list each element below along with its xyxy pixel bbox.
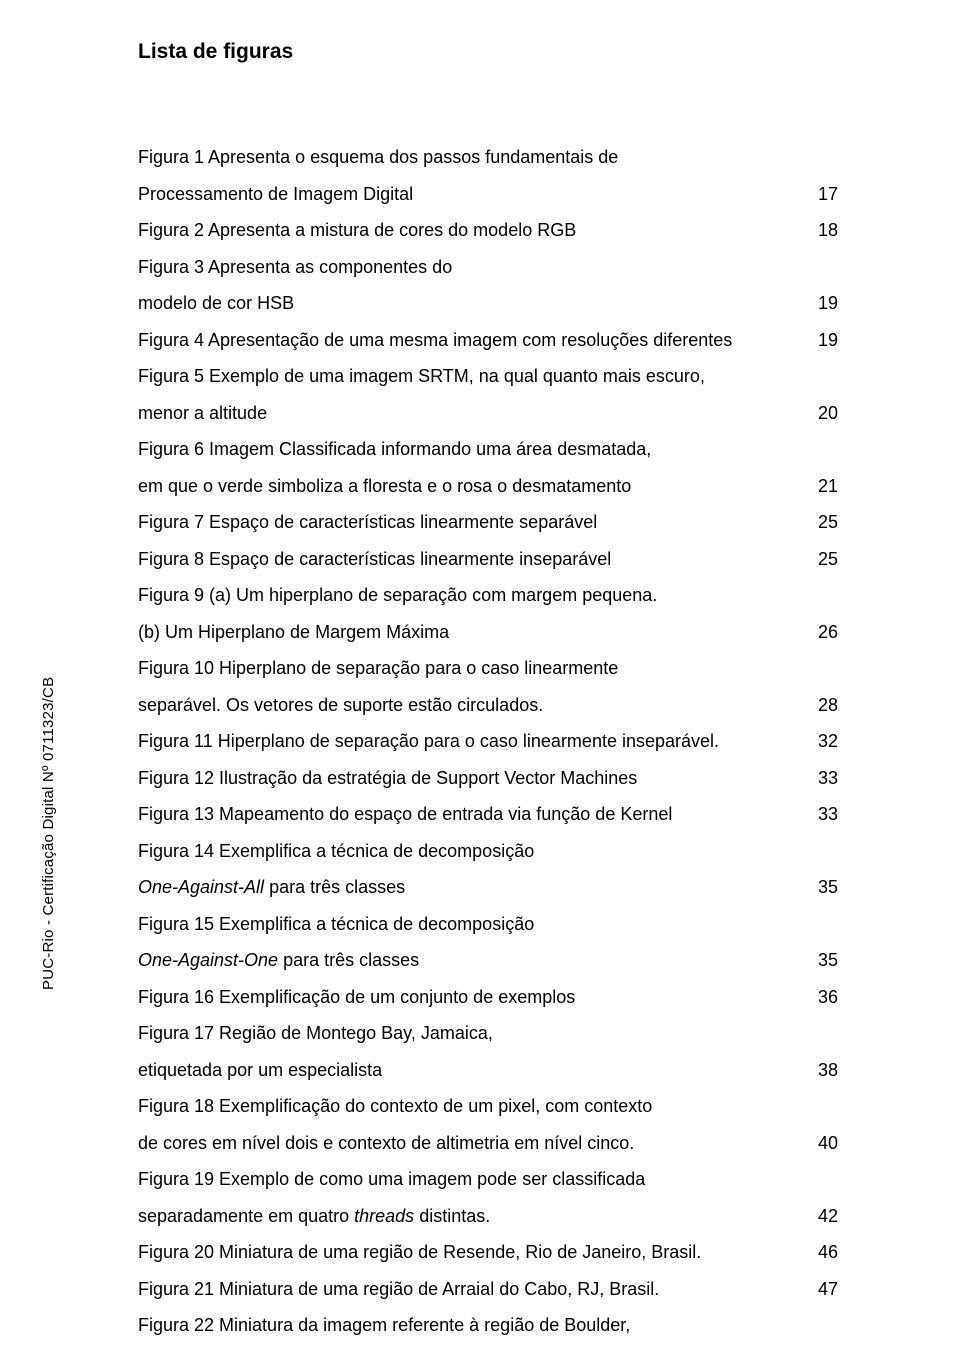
list-item: Figura 9 (a) Um hiperplano de separação … [138, 586, 838, 604]
label-suffix: para três classes [264, 877, 405, 897]
figure-label: Figura 22 Miniatura da imagem referente … [138, 1316, 838, 1334]
figure-label: One-Against-One para três classes [138, 951, 808, 969]
page-number: 47 [808, 1280, 838, 1298]
page: PUC-Rio - Certificação Digital Nº 071132… [0, 0, 960, 1333]
page-number: 21 [808, 477, 838, 495]
list-item: Figura 16 Exemplificação de um conjunto … [138, 988, 838, 1006]
page-number: 19 [808, 294, 838, 312]
figure-label: Figura 15 Exemplifica a técnica de decom… [138, 915, 838, 933]
page-number: 28 [808, 696, 838, 714]
list-item: Figura 18 Exemplificação do contexto de … [138, 1097, 838, 1115]
list-item: etiquetada por um especialista38 [138, 1061, 838, 1079]
list-item: Figura 6 Imagem Classificada informando … [138, 440, 838, 458]
label-suffix: para três classes [278, 950, 419, 970]
page-number: 25 [808, 550, 838, 568]
figure-label: Processamento de Imagem Digital [138, 185, 808, 203]
list-item: Figura 14 Exemplifica a técnica de decom… [138, 842, 838, 860]
list-item: Figura 7 Espaço de características linea… [138, 513, 838, 531]
list-item: menor a altitude20 [138, 404, 838, 422]
figure-label: Figura 2 Apresenta a mistura de cores do… [138, 221, 808, 239]
figure-label: etiquetada por um especialista [138, 1061, 808, 1079]
figure-label: Figura 3 Apresenta as componentes do [138, 258, 838, 276]
list-item: One-Against-All para três classes35 [138, 878, 838, 896]
page-number: 42 [808, 1207, 838, 1225]
page-number: 18 [808, 221, 838, 239]
list-item: One-Against-One para três classes35 [138, 951, 838, 969]
figure-label: Figura 12 Ilustração da estratégia de Su… [138, 769, 808, 787]
figure-label: Figura 16 Exemplificação de um conjunto … [138, 988, 808, 1006]
page-number: 35 [808, 878, 838, 896]
page-number: 35 [808, 951, 838, 969]
figure-label: separável. Os vetores de suporte estão c… [138, 696, 808, 714]
list-item: modelo de cor HSB19 [138, 294, 838, 312]
list-of-figures: Figura 1 Apresenta o esquema dos passos … [138, 148, 838, 1334]
figure-label: Figura 6 Imagem Classificada informando … [138, 440, 838, 458]
page-number: 32 [808, 732, 838, 750]
label-italic: One-Against-All [138, 877, 264, 897]
list-item: de cores em nível dois e contexto de alt… [138, 1134, 838, 1152]
list-item: separadamente em quatro threads distinta… [138, 1207, 838, 1225]
list-item: Figura 22 Miniatura da imagem referente … [138, 1316, 838, 1334]
page-number: 19 [808, 331, 838, 349]
figure-label: Figura 14 Exemplifica a técnica de decom… [138, 842, 838, 860]
figure-label: One-Against-All para três classes [138, 878, 808, 896]
label-prefix: separadamente em quatro [138, 1206, 354, 1226]
page-number: 20 [808, 404, 838, 422]
figure-label: Figura 1 Apresenta o esquema dos passos … [138, 148, 838, 166]
figure-label: de cores em nível dois e contexto de alt… [138, 1134, 808, 1152]
figure-label: Figura 4 Apresentação de uma mesma image… [138, 331, 808, 349]
figure-label: em que o verde simboliza a floresta e o … [138, 477, 808, 495]
list-item: Figura 19 Exemplo de como uma imagem pod… [138, 1170, 838, 1188]
figure-label: Figura 20 Miniatura de uma região de Res… [138, 1243, 808, 1261]
list-item: Figura 20 Miniatura de uma região de Res… [138, 1243, 838, 1261]
figure-label: Figura 8 Espaço de características linea… [138, 550, 808, 568]
list-item: Figura 8 Espaço de características linea… [138, 550, 838, 568]
list-item: Figura 5 Exemplo de uma imagem SRTM, na … [138, 367, 838, 385]
list-item: (b) Um Hiperplano de Margem Máxima26 [138, 623, 838, 641]
figure-label: modelo de cor HSB [138, 294, 808, 312]
figure-label: separadamente em quatro threads distinta… [138, 1207, 808, 1225]
list-item: separável. Os vetores de suporte estão c… [138, 696, 838, 714]
list-item: Figura 4 Apresentação de uma mesma image… [138, 331, 838, 349]
page-number: 38 [808, 1061, 838, 1079]
page-number: 46 [808, 1243, 838, 1261]
page-number: 40 [808, 1134, 838, 1152]
page-number: 17 [808, 185, 838, 203]
label-italic: threads [354, 1206, 414, 1226]
page-number: 26 [808, 623, 838, 641]
list-item: Figura 3 Apresenta as componentes do [138, 258, 838, 276]
figure-label: Figura 21 Miniatura de uma região de Arr… [138, 1280, 808, 1298]
content-area: Lista de figuras Figura 1 Apresenta o es… [138, 40, 838, 1353]
list-item: Figura 17 Região de Montego Bay, Jamaica… [138, 1024, 838, 1042]
page-number: 33 [808, 769, 838, 787]
list-item: Figura 11 Hiperplano de separação para o… [138, 732, 838, 750]
list-item: Figura 1 Apresenta o esquema dos passos … [138, 148, 838, 166]
list-item: em que o verde simboliza a floresta e o … [138, 477, 838, 495]
figure-label: Figura 19 Exemplo de como uma imagem pod… [138, 1170, 838, 1188]
figure-label: Figura 9 (a) Um hiperplano de separação … [138, 586, 838, 604]
list-item: Figura 10 Hiperplano de separação para o… [138, 659, 838, 677]
figure-label: menor a altitude [138, 404, 808, 422]
page-number: 25 [808, 513, 838, 531]
list-item: Processamento de Imagem Digital17 [138, 185, 838, 203]
page-title: Lista de figuras [138, 40, 838, 64]
figure-label: Figura 17 Região de Montego Bay, Jamaica… [138, 1024, 838, 1042]
figure-label: Figura 5 Exemplo de uma imagem SRTM, na … [138, 367, 838, 385]
label-italic: One-Against-One [138, 950, 278, 970]
figure-label: (b) Um Hiperplano de Margem Máxima [138, 623, 808, 641]
page-number: 36 [808, 988, 838, 1006]
figure-label: Figura 13 Mapeamento do espaço de entrad… [138, 805, 808, 823]
page-number: 33 [808, 805, 838, 823]
list-item: Figura 2 Apresenta a mistura de cores do… [138, 221, 838, 239]
certification-sidetext: PUC-Rio - Certificação Digital Nº 071132… [40, 677, 57, 990]
label-suffix: distintas. [414, 1206, 490, 1226]
list-item: Figura 21 Miniatura de uma região de Arr… [138, 1280, 838, 1298]
figure-label: Figura 7 Espaço de características linea… [138, 513, 808, 531]
list-item: Figura 15 Exemplifica a técnica de decom… [138, 915, 838, 933]
list-item: Figura 12 Ilustração da estratégia de Su… [138, 769, 838, 787]
figure-label: Figura 10 Hiperplano de separação para o… [138, 659, 838, 677]
figure-label: Figura 11 Hiperplano de separação para o… [138, 732, 808, 750]
list-item: Figura 13 Mapeamento do espaço de entrad… [138, 805, 838, 823]
figure-label: Figura 18 Exemplificação do contexto de … [138, 1097, 838, 1115]
